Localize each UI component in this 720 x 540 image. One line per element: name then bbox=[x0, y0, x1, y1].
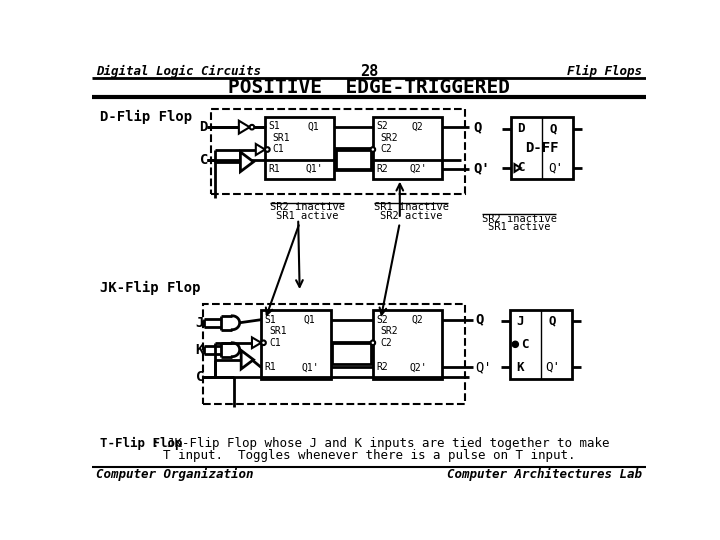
Text: SR1: SR1 bbox=[273, 133, 290, 143]
Text: Q: Q bbox=[549, 315, 556, 328]
Circle shape bbox=[261, 340, 266, 345]
Text: D: D bbox=[199, 120, 208, 134]
Text: C: C bbox=[196, 370, 204, 383]
Text: SR1: SR1 bbox=[269, 326, 287, 336]
Text: Flip Flops: Flip Flops bbox=[567, 65, 642, 78]
Text: SR2 active: SR2 active bbox=[380, 211, 443, 221]
Text: C2: C2 bbox=[381, 145, 392, 154]
Bar bbox=[332, 342, 372, 363]
Text: Q2: Q2 bbox=[411, 315, 423, 325]
Text: K: K bbox=[196, 343, 204, 357]
Text: S2: S2 bbox=[376, 122, 387, 131]
Text: Q1: Q1 bbox=[307, 122, 319, 131]
Text: Q1': Q1' bbox=[301, 362, 319, 373]
Text: Computer Organization: Computer Organization bbox=[96, 468, 253, 481]
Text: S1: S1 bbox=[268, 122, 280, 131]
Text: J: J bbox=[196, 316, 204, 330]
Text: Q: Q bbox=[474, 120, 482, 134]
Text: Q': Q' bbox=[549, 161, 564, 174]
Polygon shape bbox=[252, 338, 261, 348]
Text: Digital Logic Circuits: Digital Logic Circuits bbox=[96, 65, 261, 78]
Text: 28: 28 bbox=[360, 64, 378, 79]
Circle shape bbox=[371, 340, 375, 345]
Bar bbox=[511, 117, 573, 179]
Text: S2: S2 bbox=[376, 315, 387, 325]
Bar bbox=[261, 309, 330, 379]
Text: J: J bbox=[516, 315, 523, 328]
Text: D-Flip Flop: D-Flip Flop bbox=[99, 110, 192, 124]
Text: T input.  Toggles whenever there is a pulse on T input.: T input. Toggles whenever there is a pul… bbox=[163, 449, 575, 462]
Text: SR2: SR2 bbox=[381, 326, 398, 336]
Text: C: C bbox=[521, 338, 529, 351]
Text: Q': Q' bbox=[474, 162, 490, 176]
Text: Q2': Q2' bbox=[410, 362, 428, 373]
Circle shape bbox=[265, 147, 270, 152]
Polygon shape bbox=[240, 152, 253, 172]
Text: : JK-Flip Flop whose J and K inputs are tied together to make: : JK-Flip Flop whose J and K inputs are … bbox=[152, 437, 609, 450]
Text: SR1 active: SR1 active bbox=[488, 222, 550, 232]
Text: C: C bbox=[517, 161, 524, 174]
Text: SR2 inactive: SR2 inactive bbox=[270, 202, 345, 212]
Polygon shape bbox=[241, 350, 253, 369]
Text: S1: S1 bbox=[264, 315, 276, 325]
Circle shape bbox=[371, 147, 375, 152]
Text: R1: R1 bbox=[264, 362, 276, 373]
Text: SR2 inactive: SR2 inactive bbox=[482, 214, 557, 224]
Text: POSITIVE  EDGE-TRIGGERED: POSITIVE EDGE-TRIGGERED bbox=[228, 78, 510, 97]
Text: Q': Q' bbox=[475, 360, 492, 374]
Text: R2: R2 bbox=[376, 362, 387, 373]
Text: Q': Q' bbox=[545, 361, 560, 374]
Text: SR2: SR2 bbox=[381, 133, 398, 143]
Text: SR1 active: SR1 active bbox=[276, 211, 338, 221]
Circle shape bbox=[250, 125, 254, 130]
Text: Q2': Q2' bbox=[410, 164, 428, 174]
Text: Q: Q bbox=[475, 313, 484, 327]
Text: C1: C1 bbox=[273, 145, 284, 154]
Text: C: C bbox=[199, 152, 208, 166]
Polygon shape bbox=[239, 121, 250, 133]
Text: Q1': Q1' bbox=[305, 164, 323, 174]
Text: Computer Architectures Lab: Computer Architectures Lab bbox=[447, 468, 642, 481]
Text: SR1 inactive: SR1 inactive bbox=[374, 202, 449, 212]
Bar bbox=[265, 117, 334, 179]
Circle shape bbox=[512, 341, 518, 347]
Bar bbox=[204, 303, 465, 403]
Bar bbox=[373, 309, 442, 379]
Text: D: D bbox=[518, 122, 525, 135]
Text: R2: R2 bbox=[376, 164, 387, 174]
Bar bbox=[336, 148, 372, 170]
Bar bbox=[211, 110, 465, 194]
Text: T-Flip Flop: T-Flip Flop bbox=[99, 437, 182, 450]
Text: C1: C1 bbox=[269, 338, 281, 348]
Text: K: K bbox=[516, 361, 523, 374]
Text: JK-Flip Flop: JK-Flip Flop bbox=[99, 281, 200, 295]
Bar bbox=[510, 309, 572, 379]
Polygon shape bbox=[256, 144, 265, 155]
Bar bbox=[373, 117, 442, 179]
Text: R1: R1 bbox=[268, 164, 280, 174]
Text: Q: Q bbox=[550, 122, 557, 135]
Text: Q1: Q1 bbox=[304, 315, 315, 325]
Text: C2: C2 bbox=[381, 338, 392, 348]
Text: D-FF: D-FF bbox=[526, 141, 559, 155]
Polygon shape bbox=[515, 164, 521, 172]
Text: Q2: Q2 bbox=[411, 122, 423, 131]
Bar bbox=[92, 78, 647, 97]
